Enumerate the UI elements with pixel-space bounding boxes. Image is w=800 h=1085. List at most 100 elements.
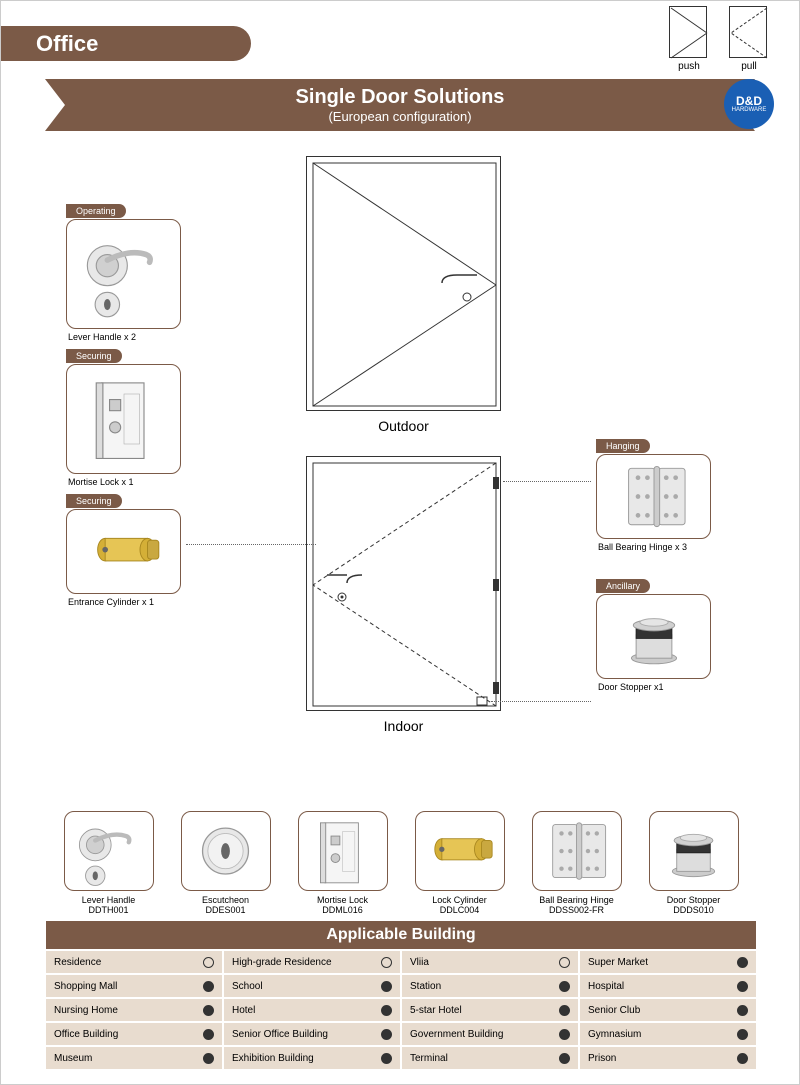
pull-icon: pull — [729, 6, 769, 72]
component-tag: Ancillary — [596, 579, 650, 593]
filled-circle-icon — [559, 1029, 570, 1040]
building-cell: Senior Office Building — [224, 1023, 400, 1045]
component-card: Operating Lever Handle x 2 — [66, 201, 181, 342]
building-name: 5-star Hotel — [410, 1005, 462, 1016]
building-cell: School — [224, 975, 400, 997]
building-name: High-grade Residence — [232, 957, 332, 968]
component-card: Securing Entrance Cylinder x 1 — [66, 491, 181, 607]
product-item: Mortise Lock DDML016 — [295, 811, 390, 915]
filled-circle-icon — [737, 1053, 748, 1064]
building-cell: Government Building — [402, 1023, 578, 1045]
product-image-box — [649, 811, 739, 891]
banner-title: Single Door Solutions — [296, 86, 505, 109]
filled-circle-icon — [737, 981, 748, 992]
component-card: Ancillary Door Stopper x1 — [596, 576, 711, 692]
building-cell: Museum — [46, 1047, 222, 1069]
filled-circle-icon — [559, 1005, 570, 1016]
component-image-box — [66, 509, 181, 594]
filled-circle-icon — [737, 1005, 748, 1016]
empty-circle-icon — [381, 957, 392, 968]
building-name: Super Market — [588, 957, 648, 968]
building-cell: Senior Club — [580, 999, 756, 1021]
filled-circle-icon — [203, 981, 214, 992]
building-cell: High-grade Residence — [224, 951, 400, 973]
product-image-box — [532, 811, 622, 891]
building-name: Hotel — [232, 1005, 255, 1016]
building-name: Hospital — [588, 981, 624, 992]
component-image-box — [66, 364, 181, 474]
building-name: School — [232, 981, 263, 992]
banner-subtitle: (European configuration) — [328, 109, 471, 124]
brand-logo: D&D HARDWARE — [724, 79, 774, 129]
product-item: Escutcheon DDES001 — [178, 811, 273, 915]
building-cell: Office Building — [46, 1023, 222, 1045]
component-tag: Securing — [66, 494, 122, 508]
filled-circle-icon — [737, 957, 748, 968]
product-name: Ball Bearing Hinge — [529, 895, 624, 905]
product-code: DDDS010 — [646, 905, 741, 915]
product-image-box — [415, 811, 505, 891]
product-image-box — [64, 811, 154, 891]
product-image-box — [298, 811, 388, 891]
building-name: Station — [410, 981, 441, 992]
building-cell: 5-star Hotel — [402, 999, 578, 1021]
building-cell: Vliia — [402, 951, 578, 973]
component-label: Ball Bearing Hinge x 3 — [596, 542, 711, 552]
connector-line — [186, 544, 316, 545]
connector-line — [503, 481, 591, 482]
filled-circle-icon — [381, 1005, 392, 1016]
building-name: Shopping Mall — [54, 981, 117, 992]
building-cell: Prison — [580, 1047, 756, 1069]
building-name: Prison — [588, 1053, 616, 1064]
building-name: Vliia — [410, 957, 429, 968]
product-item: Lever Handle DDTH001 — [61, 811, 156, 915]
building-name: Exhibition Building — [232, 1053, 314, 1064]
building-cell: Gymnasium — [580, 1023, 756, 1045]
filled-circle-icon — [737, 1029, 748, 1040]
indoor-label: Indoor — [306, 718, 501, 734]
title-banner: Single Door Solutions (European configur… — [70, 79, 730, 131]
empty-circle-icon — [203, 957, 214, 968]
building-cell: Hospital — [580, 975, 756, 997]
product-code: DDML016 — [295, 905, 390, 915]
building-header: Applicable Building — [46, 921, 756, 949]
filled-circle-icon — [381, 1029, 392, 1040]
building-cell: Residence — [46, 951, 222, 973]
product-name: Lever Handle — [61, 895, 156, 905]
main-diagram: Outdoor Indoor Operating Lever Handle x … — [1, 146, 800, 806]
outdoor-label: Outdoor — [306, 418, 501, 434]
filled-circle-icon — [203, 1005, 214, 1016]
filled-circle-icon — [559, 981, 570, 992]
component-tag: Securing — [66, 349, 122, 363]
component-image-box — [596, 594, 711, 679]
product-code: DDES001 — [178, 905, 273, 915]
component-label: Lever Handle x 2 — [66, 332, 181, 342]
push-icon: push — [669, 6, 709, 72]
filled-circle-icon — [203, 1029, 214, 1040]
category-label: Office — [36, 31, 98, 57]
component-tag: Hanging — [596, 439, 650, 453]
component-image-box — [596, 454, 711, 539]
filled-circle-icon — [381, 981, 392, 992]
connector-line — [491, 701, 591, 702]
category-tab: Office — [1, 26, 251, 61]
outdoor-door-diagram — [306, 156, 501, 411]
building-cell: Hotel — [224, 999, 400, 1021]
building-name: Office Building — [54, 1029, 118, 1040]
filled-circle-icon — [203, 1053, 214, 1064]
indoor-door-diagram — [306, 456, 501, 711]
building-name: Residence — [54, 957, 101, 968]
product-item: Ball Bearing Hinge DDSS002-FR — [529, 811, 624, 915]
building-name: Senior Club — [588, 1005, 640, 1016]
product-code: DDTH001 — [61, 905, 156, 915]
building-cell: Shopping Mall — [46, 975, 222, 997]
component-image-box — [66, 219, 181, 329]
door-direction-icons: push pull — [669, 6, 769, 72]
component-card: Hanging Ball Bearing Hinge x 3 — [596, 436, 711, 552]
product-name: Door Stopper — [646, 895, 741, 905]
product-image-box — [181, 811, 271, 891]
product-name: Lock Cylinder — [412, 895, 507, 905]
component-label: Door Stopper x1 — [596, 682, 711, 692]
building-name: Nursing Home — [54, 1005, 118, 1016]
product-name: Mortise Lock — [295, 895, 390, 905]
